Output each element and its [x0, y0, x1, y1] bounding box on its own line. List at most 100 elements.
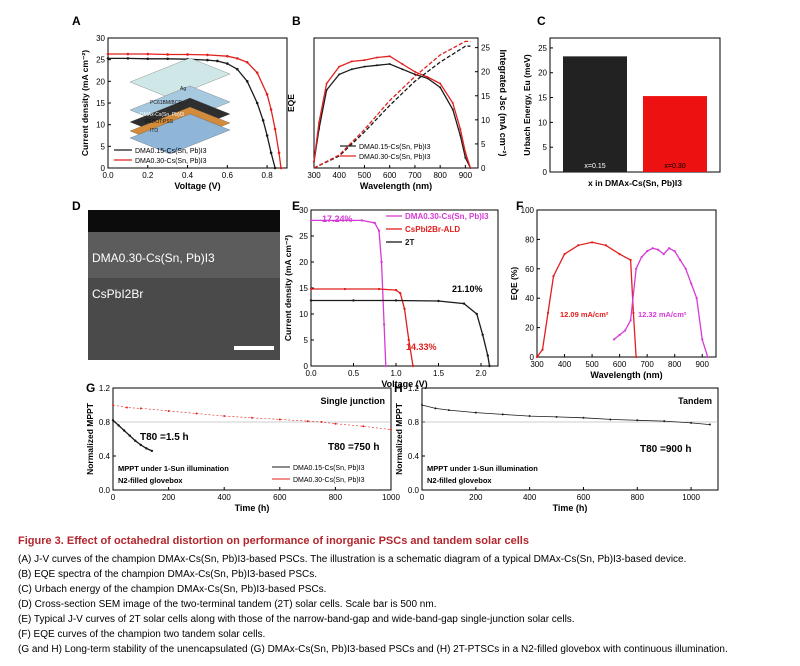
data-point	[265, 134, 269, 137]
data-point	[139, 443, 142, 447]
data-point	[269, 151, 273, 155]
condition-note: N2-filled glovebox	[427, 476, 492, 485]
data-point	[145, 447, 148, 450]
data-point	[437, 299, 440, 303]
x-axis-label: Voltage (V)	[174, 181, 220, 191]
figure-3: A 0.0 0.2 0.4 0.6 0.8 0 5 10 15 20 25 30 Voltage (V) C…	[72, 14, 721, 513]
x-tick-label: 0.0	[305, 369, 317, 378]
bar-label: x=0.30	[664, 163, 685, 170]
data-point	[426, 76, 429, 78]
data-point	[251, 416, 253, 419]
data-point	[546, 311, 550, 314]
data-point	[106, 57, 110, 60]
data-point	[352, 299, 355, 302]
x-tick-label: 700	[640, 360, 654, 369]
y-tick-label: 1.2	[408, 384, 420, 393]
data-point	[624, 329, 627, 332]
x-axis-label: x in DMAx-Cs(Sn, Pb)I3	[588, 178, 682, 188]
device-layer-label: DMAx-Cs(Sn, Pb)I3	[140, 112, 184, 118]
data-point	[117, 424, 120, 427]
panel-b: B 300 400 500 600 700 800 900 Wavelength (nm) EQE…	[286, 14, 508, 191]
y-tick-label: 60	[525, 265, 534, 274]
data-point	[459, 134, 462, 137]
x-tick-label: 600	[613, 360, 627, 369]
x-tick-label: 1.0	[390, 369, 402, 378]
data-point	[577, 244, 580, 247]
data-point	[363, 65, 366, 68]
x-tick-label: 0.5	[348, 369, 360, 378]
data-point	[403, 307, 406, 310]
condition-note: MPPT under 1-Sun illumination	[427, 464, 538, 473]
legend-label: CsPbI2Br-ALD	[405, 225, 460, 234]
y2-tick-label: 15	[481, 92, 490, 101]
y-tick-label: 0.8	[99, 418, 111, 427]
data-point	[325, 82, 328, 85]
t80-label: T80 =750 h	[328, 442, 379, 453]
data-point	[451, 108, 454, 111]
data-point	[167, 409, 170, 412]
data-point	[350, 60, 353, 63]
x-tick-label: 300	[307, 171, 321, 180]
data-point	[684, 267, 687, 270]
data-point	[582, 416, 585, 419]
data-point	[411, 364, 415, 368]
data-point	[673, 250, 676, 253]
data-point	[235, 57, 239, 60]
data-point	[469, 167, 472, 169]
data-point	[439, 86, 442, 89]
x-tick-label: 0.8	[262, 171, 274, 180]
data-point	[265, 93, 269, 96]
x-tick-label: 2.0	[475, 369, 487, 378]
y2-tick-label: 0	[481, 164, 486, 173]
data-point	[501, 413, 504, 416]
data-point	[651, 247, 654, 250]
data-point	[122, 429, 126, 432]
caption-line-c: (C) Urbach energy of the champion DMAx-C…	[18, 584, 327, 595]
x-tick-label: 400	[333, 171, 347, 180]
data-point	[662, 253, 665, 256]
x-tick-label: 400	[558, 360, 572, 369]
data-point	[464, 156, 467, 159]
data-point	[363, 59, 366, 62]
data-point	[255, 71, 259, 74]
y-tick-label: 5	[101, 142, 106, 151]
x-tick-label: 800	[329, 493, 343, 502]
data-point	[407, 338, 410, 342]
data-point	[376, 56, 379, 59]
x-tick-label: 0.6	[222, 171, 234, 180]
data-point	[604, 244, 607, 247]
x-axis-label: Wavelength (nm)	[590, 370, 662, 380]
data-point	[706, 355, 709, 359]
t80-label: T80 =900 h	[640, 444, 691, 455]
data-point	[646, 250, 649, 253]
y-tick-label: 20	[525, 324, 534, 333]
y-tick-label: 0	[101, 164, 106, 173]
x-tick-label: 0.4	[182, 171, 194, 180]
plot-frame	[112, 387, 392, 491]
data-point	[195, 412, 198, 415]
data-point	[394, 299, 398, 302]
data-point	[388, 63, 391, 65]
plot-frame	[421, 387, 719, 491]
y-tick-label: 30	[96, 34, 105, 43]
series-line	[313, 40, 471, 169]
data-point	[413, 70, 416, 73]
legend-label: DMA0.30-Cs(Sn, Pb)I3	[359, 154, 431, 161]
caption-line-d: (D) Cross-section SEM image of the two-t…	[18, 599, 437, 610]
data-point	[306, 420, 309, 423]
data-point	[632, 311, 635, 314]
data-point	[350, 68, 353, 71]
data-point	[309, 299, 313, 302]
data-point	[226, 62, 229, 65]
data-point	[360, 219, 364, 222]
y-tick-label: 0.4	[408, 452, 420, 461]
data-point	[255, 101, 259, 105]
data-point	[663, 420, 666, 423]
data-point	[401, 63, 404, 65]
data-point	[399, 292, 402, 295]
y-tick-label: 40	[525, 294, 534, 303]
data-point	[320, 421, 323, 423]
x-tick-label: 900	[696, 360, 710, 369]
x-axis-label: Time (h)	[553, 503, 588, 513]
y-axis-label: Normalized MPPT	[85, 402, 95, 475]
